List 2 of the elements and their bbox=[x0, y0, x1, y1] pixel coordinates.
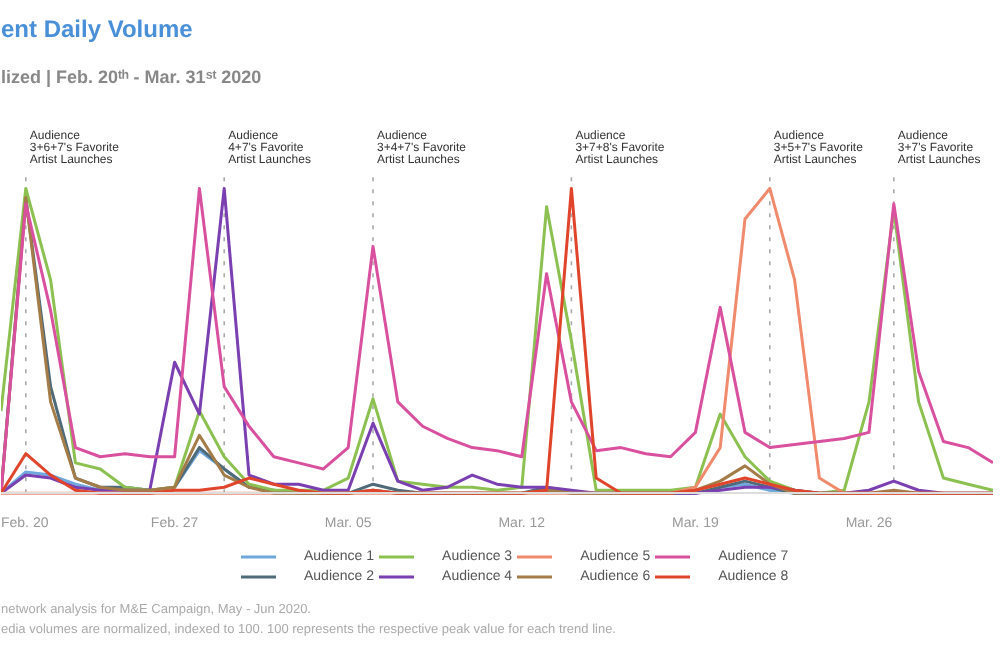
chart-subtitle: lized | Feb. 20ᵗʰ - Mar. 31ˢᵗ 2020 bbox=[1, 67, 262, 87]
chart-title: ent Daily Volume bbox=[1, 15, 194, 43]
